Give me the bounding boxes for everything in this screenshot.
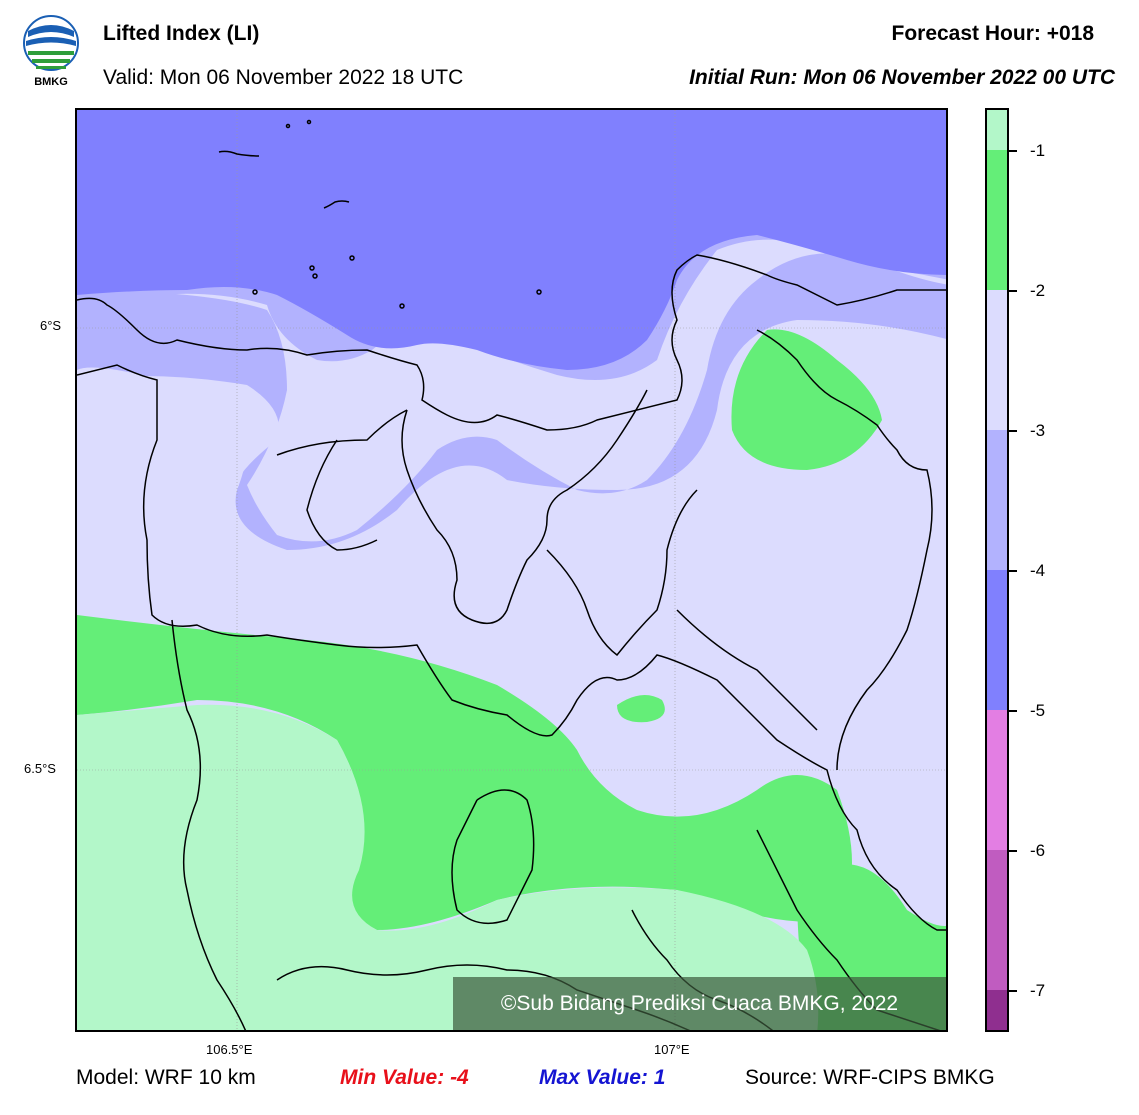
colorbar bbox=[985, 108, 1009, 1032]
initial-run: Initial Run: Mon 06 November 2022 00 UTC bbox=[689, 66, 1115, 89]
contour-li-minus2-ne bbox=[731, 329, 882, 470]
lat-label-6s: 6°S bbox=[40, 318, 62, 333]
min-value: Min Value: -4 bbox=[340, 1066, 469, 1089]
contour-li-minus5 bbox=[77, 110, 946, 370]
islands bbox=[218, 119, 542, 309]
forecast-hour: Forecast Hour: +018 bbox=[891, 22, 1095, 45]
colorbar-seg bbox=[987, 570, 1007, 710]
colorbar-tick bbox=[1009, 710, 1017, 712]
contour-li-minus1-sw bbox=[77, 704, 819, 1030]
contour-li-minus3-left bbox=[77, 376, 279, 543]
colorbar-tick bbox=[1009, 150, 1017, 152]
colorbar-tick bbox=[1009, 290, 1017, 292]
colorbar-label: -4 bbox=[1030, 561, 1046, 580]
colorbar-seg bbox=[987, 430, 1007, 570]
colorbar-seg bbox=[987, 150, 1007, 290]
contour-li-minus2-small bbox=[617, 695, 665, 723]
colorbar-label: -2 bbox=[1030, 281, 1046, 300]
colorbar-label: -6 bbox=[1030, 841, 1046, 860]
chart-title: Lifted Index (LI) bbox=[103, 22, 260, 45]
colorbar-tick bbox=[1009, 430, 1017, 432]
colorbar-label: -7 bbox=[1030, 981, 1046, 1000]
colorbar-seg bbox=[987, 990, 1007, 1030]
colorbar-tick bbox=[1009, 990, 1017, 992]
valid-time: Valid: Mon 06 November 2022 18 UTC bbox=[103, 66, 464, 89]
colorbar-label: -5 bbox=[1030, 701, 1046, 720]
credit-box: ©Sub Bidang Prediksi Cuaca BMKG, 2022 bbox=[453, 977, 946, 1030]
logo-text: BMKG bbox=[34, 76, 68, 88]
contour-li-minus4b bbox=[77, 253, 946, 550]
colorbar-label: -3 bbox=[1030, 421, 1046, 440]
colorbar-label: -1 bbox=[1030, 141, 1046, 160]
model-info: Model: WRF 10 km bbox=[76, 1066, 256, 1089]
max-value: Max Value: 1 bbox=[539, 1066, 666, 1089]
colorbar-seg bbox=[987, 710, 1007, 850]
colorbar-tick bbox=[1009, 850, 1017, 852]
lat-label-6-5s: 6.5°S bbox=[24, 761, 56, 776]
colorbar-tick bbox=[1009, 570, 1017, 572]
contour-li-minus2-south bbox=[77, 615, 852, 930]
bmkg-logo bbox=[22, 13, 80, 77]
colorbar-seg bbox=[987, 850, 1007, 990]
source-info: Source: WRF-CIPS BMKG bbox=[745, 1066, 995, 1089]
colorbar-seg bbox=[987, 110, 1007, 150]
map-panel[interactable] bbox=[75, 108, 948, 1032]
lon-label-106-5e: 106.5°E bbox=[206, 1042, 253, 1057]
lon-label-107e: 107°E bbox=[654, 1042, 690, 1057]
map-svg bbox=[77, 110, 946, 1030]
colorbar-seg bbox=[987, 290, 1007, 430]
